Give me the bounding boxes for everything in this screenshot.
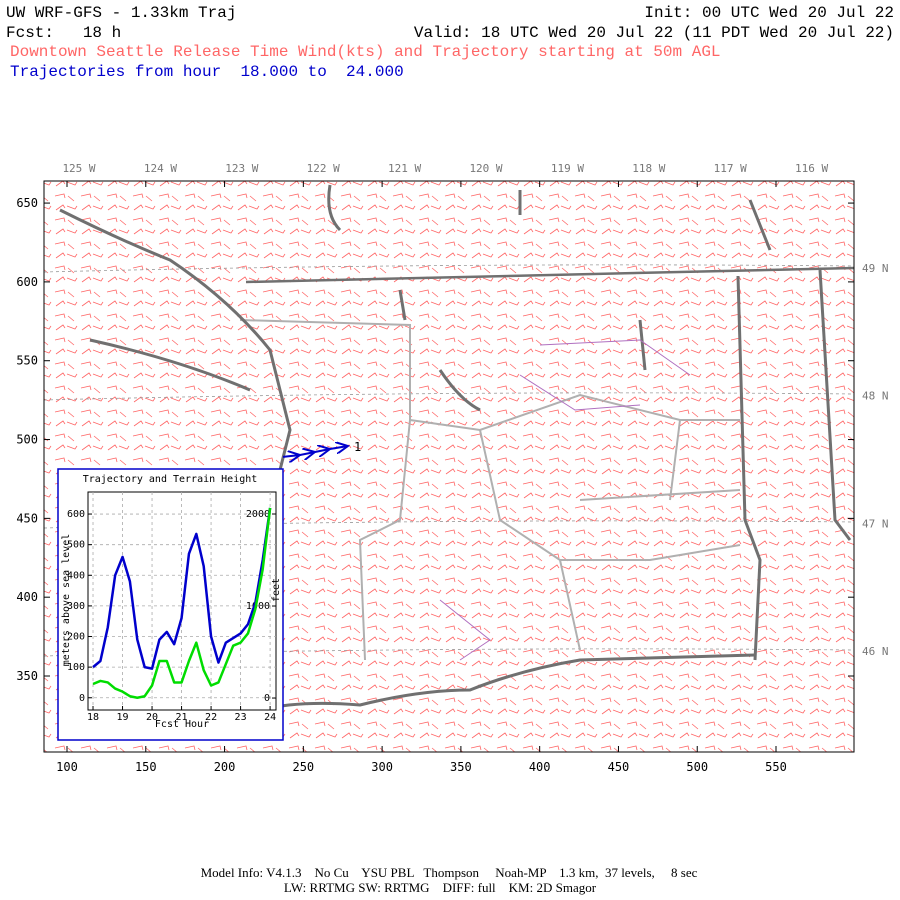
y-tick-label: 450 xyxy=(16,511,38,525)
trajectory-range: Trajectories from hour 18.000 to 24.000 xyxy=(10,63,404,81)
x-tick-label: 22 xyxy=(205,712,217,723)
longitude-label: 118 W xyxy=(632,162,665,175)
latitude-label: 47 N xyxy=(862,517,889,530)
x-tick-label: 300 xyxy=(371,760,393,774)
rivers xyxy=(439,339,691,661)
longitude-label: 122 W xyxy=(307,162,340,175)
x-tick-label: 24 xyxy=(264,712,276,723)
x-tick-label: 21 xyxy=(176,712,188,723)
y-tick-label: 400 xyxy=(16,590,38,604)
y-tick-label: 350 xyxy=(16,669,38,683)
borders-coast xyxy=(59,184,855,712)
x-tick-label: 18 xyxy=(87,712,99,723)
y-tick-label: 550 xyxy=(16,354,38,368)
forecast-hour: Fcst: 18 h xyxy=(6,24,121,42)
x-axis-label: Fcst Hour xyxy=(155,719,209,730)
init-time: Init: 00 UTC Wed 20 Jul 22 xyxy=(644,4,894,22)
y-tick-label: 400 xyxy=(67,570,85,581)
x-tick-label: 100 xyxy=(56,760,78,774)
latitude-label: 48 N xyxy=(862,390,889,403)
x-tick-label: 200 xyxy=(214,760,236,774)
y-tick-label: 100 xyxy=(67,662,85,673)
x-tick-label: 23 xyxy=(235,712,247,723)
longitude-label: 117 W xyxy=(714,162,747,175)
county-lines xyxy=(239,319,741,661)
x-tick-label: 250 xyxy=(292,760,314,774)
inset-title: Trajectory and Terrain Height xyxy=(83,474,258,485)
x-tick-label: 20 xyxy=(146,712,158,723)
latitude-label: 49 N xyxy=(862,262,889,275)
x-tick-label: 500 xyxy=(686,760,708,774)
y-tick-label: 0 xyxy=(79,693,85,704)
longitude-label: 125 W xyxy=(62,162,95,175)
longitude-label: 119 W xyxy=(551,162,584,175)
y2-tick-label: 0 xyxy=(264,693,270,704)
y-tick-label: 300 xyxy=(67,601,85,612)
latitude-label: 46 N xyxy=(862,645,889,658)
description: Downtown Seattle Release Time Wind(kts) … xyxy=(10,43,721,61)
trajectory xyxy=(282,446,348,457)
y2-tick-label: 1000 xyxy=(246,601,270,612)
x-tick-label: 400 xyxy=(529,760,551,774)
x-tick-label: 19 xyxy=(117,712,129,723)
trajectory-label: 1 xyxy=(354,440,361,454)
y-tick-label: 200 xyxy=(67,632,85,643)
x-tick-label: 450 xyxy=(608,760,630,774)
series-line xyxy=(92,507,272,700)
longitude-label: 120 W xyxy=(469,162,502,175)
y-tick-label: 650 xyxy=(16,196,38,210)
longitude-label: 121 W xyxy=(388,162,421,175)
map-frame xyxy=(43,180,855,753)
y-tick-label: 500 xyxy=(16,433,38,447)
y-tick-label: 600 xyxy=(16,275,38,289)
longitude-label: 116 W xyxy=(795,162,828,175)
series-line xyxy=(92,507,272,670)
longitude-label: 123 W xyxy=(225,162,258,175)
model-physics: LW: RRTMG SW: RRTMG DIFF: full KM: 2D Sm… xyxy=(284,880,597,895)
x-tick-label: 550 xyxy=(765,760,787,774)
valid-time: Valid: 18 UTC Wed 20 Jul 22 (11 PDT Wed … xyxy=(414,24,894,42)
y-axis-label: meters above sea level xyxy=(61,534,72,666)
y-tick-label: 500 xyxy=(67,540,85,551)
model-title: UW WRF-GFS - 1.33km Traj xyxy=(6,4,236,22)
model-info: Model Info: V4.1.3 No Cu YSU PBL Thompso… xyxy=(201,865,698,880)
longitude-label: 124 W xyxy=(144,162,177,175)
y-tick-label: 600 xyxy=(67,509,85,520)
x-tick-label: 150 xyxy=(135,760,157,774)
x-tick-label: 350 xyxy=(450,760,472,774)
y2-tick-label: 2000 xyxy=(246,509,270,520)
